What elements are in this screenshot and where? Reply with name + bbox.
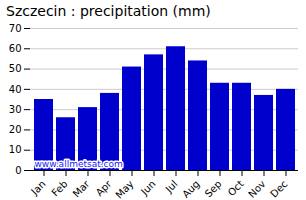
svg-text:www.allmetsat.com: www.allmetsat.com <box>35 159 123 169</box>
svg-text:50: 50 <box>9 63 22 74</box>
svg-text:30: 30 <box>9 104 22 115</box>
svg-text:Jul: Jul <box>163 178 180 195</box>
svg-text:May: May <box>113 178 135 200</box>
svg-text:Apr: Apr <box>94 178 115 199</box>
svg-text:40: 40 <box>9 84 22 95</box>
svg-text:70: 70 <box>9 23 22 34</box>
svg-text:Aug: Aug <box>180 178 202 200</box>
svg-text:10: 10 <box>9 144 22 155</box>
svg-text:Mar: Mar <box>71 178 93 200</box>
svg-text:Sep: Sep <box>203 178 224 199</box>
svg-text:0: 0 <box>15 165 21 176</box>
html-text:Szczecin : precipitation (mm): Szczecin : precipitation (mm) <box>6 3 211 19</box>
svg-text:20: 20 <box>9 124 22 135</box>
svg-text:Feb: Feb <box>49 178 69 198</box>
svg-text:Nov: Nov <box>246 178 268 200</box>
svg-text:Oct: Oct <box>226 178 246 198</box>
svg-text:60: 60 <box>9 43 22 54</box>
svg-text:Jan: Jan <box>28 178 47 197</box>
svg-text:Dec: Dec <box>268 178 289 199</box>
svg-text:Jun: Jun <box>138 178 158 198</box>
